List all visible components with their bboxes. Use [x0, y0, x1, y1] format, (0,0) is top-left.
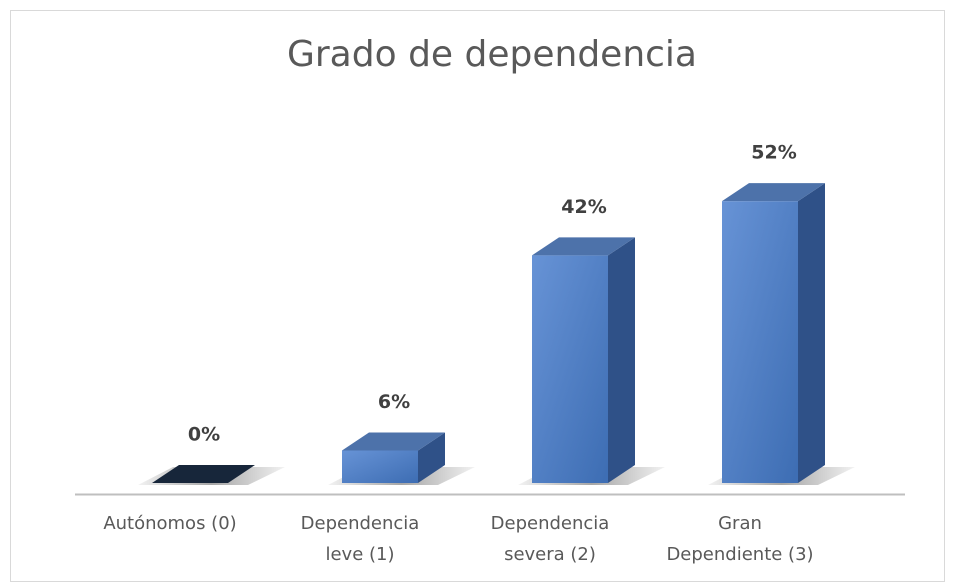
- x-tick-label: Dependencia severa (2): [490, 513, 610, 565]
- bar-side: [798, 183, 825, 483]
- x-tick-label: Dependencia leve (1): [300, 513, 420, 565]
- chart-frame: [10, 10, 945, 582]
- bar-top: [152, 465, 255, 483]
- data-label: 42%: [561, 196, 606, 218]
- data-label: 52%: [751, 142, 796, 164]
- x-tick-label: Gran Dependiente (3): [666, 513, 814, 565]
- bar: [722, 201, 798, 483]
- x-tick-label: Autónomos (0): [103, 513, 237, 534]
- bar-top: [342, 432, 445, 451]
- bar-top: [532, 237, 635, 256]
- bar-side: [608, 237, 635, 483]
- bar: [532, 255, 608, 483]
- bar-top: [722, 183, 825, 202]
- data-label: 0%: [188, 424, 220, 446]
- chart-title: Grado de dependencia: [287, 34, 697, 75]
- data-label: 6%: [378, 391, 410, 413]
- bar: [342, 450, 418, 483]
- bar-side: [418, 432, 445, 483]
